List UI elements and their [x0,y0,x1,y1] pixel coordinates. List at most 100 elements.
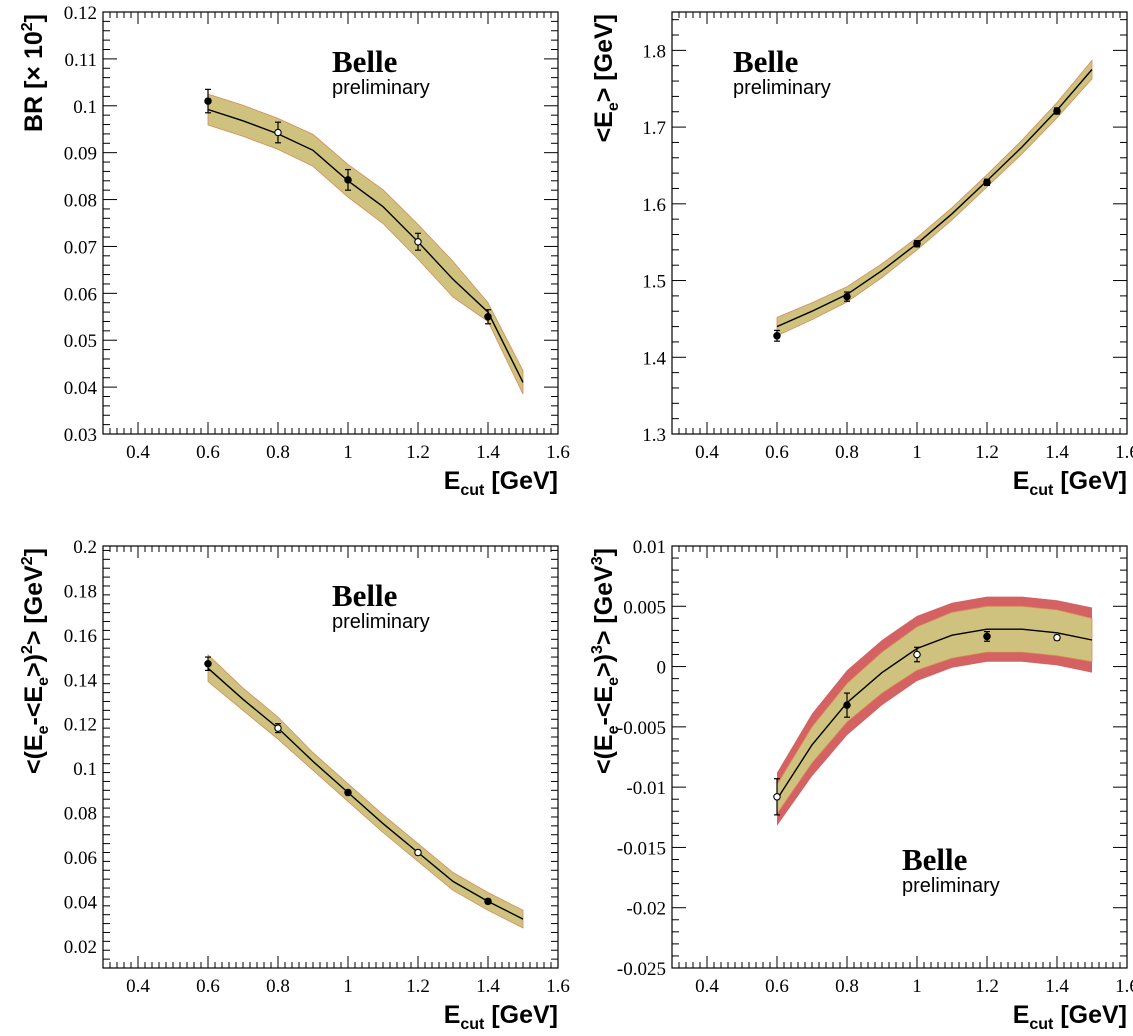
marker-filled [843,701,851,709]
marker-open [773,793,781,801]
plot-frame [671,545,1128,969]
x-axis-label: Ecut [GeV] [444,467,558,499]
y-tick-label: -0.01 [626,778,666,799]
y-tick-label: 0.04 [64,892,98,913]
y-tick-label: -0.005 [617,718,666,739]
x-tick-label: 0.8 [835,976,859,997]
marker-open [913,650,921,659]
data-point [773,778,781,816]
y-axis-label: <(Ee​-<Ee​>)2​> [GeV2​] [19,548,52,774]
y-tick-label: 0.12 [64,715,97,736]
data-point [274,723,282,734]
x-tick-label: 1 [343,976,353,997]
marker-open [1053,633,1061,642]
y-tick-label: 0.05 [64,331,97,352]
x-tick-label: 1 [912,976,922,997]
belle-label: Belle [332,578,397,613]
y-tick-label: 0.06 [64,848,97,869]
x-tick-label: 0.4 [695,442,719,463]
marker-filled [484,897,492,906]
x-tick-label: 1.4 [476,442,500,463]
marker-filled [1053,107,1061,115]
preliminary-label: preliminary [332,77,430,99]
marker-open [274,128,282,137]
y-tick-label: 0.07 [64,237,97,258]
x-tick-label: 1.6 [1115,442,1133,463]
fit-curve [207,108,524,383]
preliminary-label: preliminary [902,875,1000,897]
y-tick-label: -0.015 [617,838,666,859]
fit-curve [776,628,1093,800]
belle-label: Belle [332,44,397,79]
y-tick-label: -0.025 [617,959,666,980]
data-point [274,121,282,144]
x-tick-label: 0.6 [765,442,789,463]
y-tick-label: 1.6 [642,195,666,216]
inner-error-band [776,605,1093,815]
x-tick-label: 1.6 [546,442,570,463]
x-tick-label: 0.8 [835,442,859,463]
x-axis-label: Ecut [GeV] [1013,467,1127,499]
data-point [913,239,921,248]
x-tick-label: 1 [912,442,922,463]
y-tick-label: 1.4 [642,348,666,369]
chart-panel-1: 0.4 0.6 0.8 1 1.2 1.4 1.6 0.03 0.04 0.05 0.06 0.07 0… [19,3,570,499]
x-tick-label: 1.2 [406,976,430,997]
marker-filled [344,176,352,184]
marker-filled [983,178,991,187]
inner-error-band [776,59,1093,337]
preliminary-label: preliminary [332,611,430,633]
outer-error-band [777,596,1092,826]
y-tick-label: 0.03 [64,425,97,446]
x-tick-label: 1 [343,442,353,463]
x-tick-label: 0.6 [765,976,789,997]
marker-filled [983,632,991,641]
chart-panel-3: 0.4 0.6 0.8 1 1.2 1.4 1.6 0.02 0.04 0.06 0.08 0.1 0.… [19,537,570,1033]
y-tick-label: 0.09 [64,144,97,165]
y-tick-label: 0.01 [633,537,666,558]
marker-filled [204,97,212,105]
y-tick-label: 0.12 [64,3,97,24]
data-point [204,656,212,671]
y-tick-label: 0.18 [64,581,97,602]
y-tick-label: 0.11 [64,50,97,71]
belle-label: Belle [733,44,798,79]
marker-filled [204,659,212,668]
y-axis-label: <Ee​> [GeV] [590,14,622,142]
x-tick-label: 0.4 [695,976,719,997]
marker-filled [344,788,352,797]
y-tick-label: 0.005 [623,597,666,618]
marker-filled [843,292,851,301]
y-tick-label: 0.08 [64,191,97,212]
y-tick-label: 0.08 [64,804,97,825]
x-axis-label: Ecut [GeV] [444,1001,558,1033]
x-tick-label: 1.2 [406,442,430,463]
y-tick-label: 1.8 [642,41,666,62]
x-tick-label: 1.2 [975,976,999,997]
marker-filled [484,313,492,321]
x-tick-label: 0.8 [266,976,290,997]
y-tick-label: 0.16 [64,626,97,647]
data-point [1053,107,1061,115]
y-tick-label: 0 [657,658,667,679]
x-tick-label: 0.8 [266,442,290,463]
data-point [773,329,781,342]
data-point [843,692,851,718]
chart-panel-4: 0.4 0.6 0.8 1 1.2 1.4 1.6 -0.025 -0.02 -0.015 -0.0… [589,537,1133,1033]
data-point [344,788,352,797]
y-tick-label: 0.14 [64,670,98,691]
data-point [414,848,422,857]
y-tick-label: 0.1 [73,759,97,780]
y-tick-label: 1.3 [642,425,666,446]
y-tick-label: 0.2 [73,537,97,558]
data-point [484,897,492,906]
belle-label: Belle [902,842,967,877]
x-tick-label: 1.6 [1115,976,1133,997]
data-point [204,88,212,114]
y-tick-label: 0.1 [73,97,97,118]
y-tick-label: 0.06 [64,284,97,305]
x-tick-label: 1.4 [1045,976,1069,997]
y-tick-label: 1.7 [642,118,666,139]
y-axis-label: <(Ee​-<Ee​>)3​> [GeV3​] [589,548,622,774]
